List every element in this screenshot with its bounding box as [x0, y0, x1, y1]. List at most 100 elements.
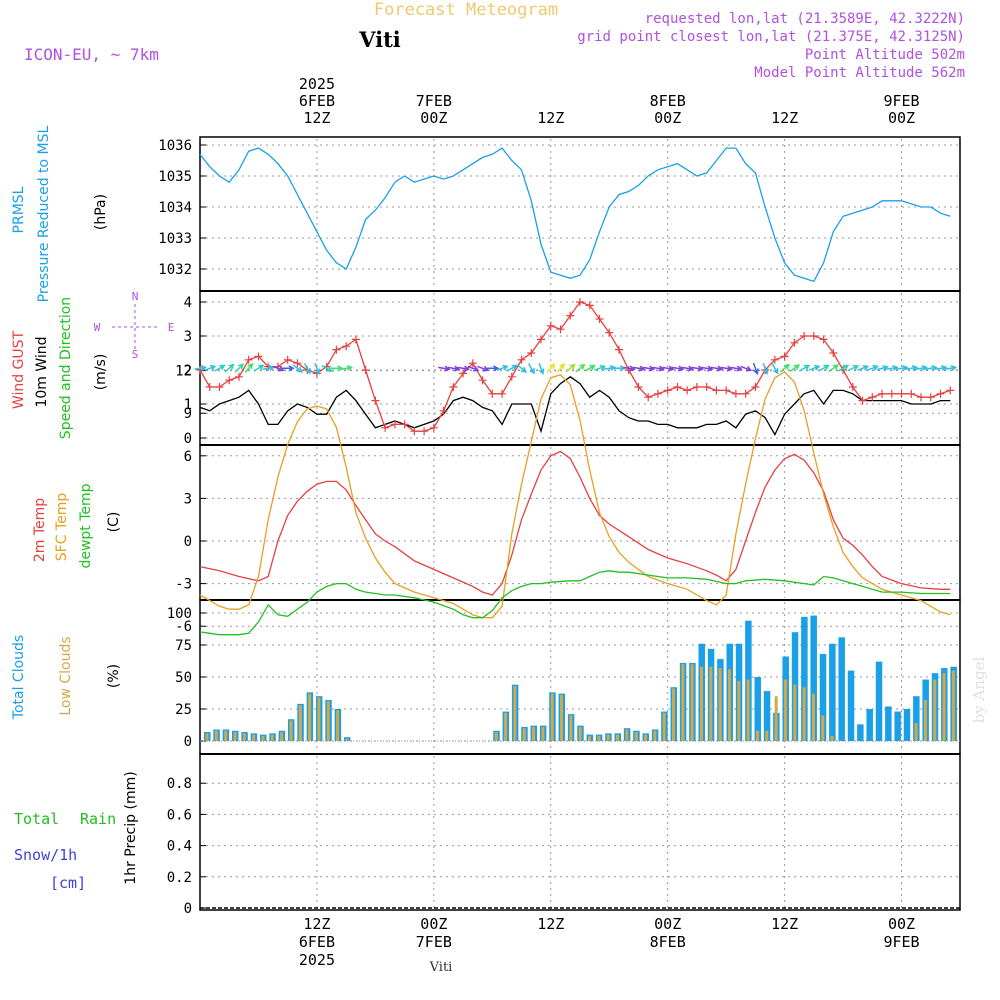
ytick-label-precip: 0	[184, 901, 192, 917]
wind-direction-arrow	[886, 365, 899, 372]
ytick-label-temp: 12	[175, 364, 192, 380]
wind-gust-point	[537, 335, 546, 344]
wind-gust-point	[897, 389, 906, 398]
wind-direction-arrow	[847, 364, 860, 372]
wind-gust-point	[439, 406, 448, 415]
wind-gust-point	[780, 352, 789, 361]
low-cloud-bar	[802, 687, 806, 741]
wind-direction-arrow	[905, 365, 919, 372]
wind-gust-point	[420, 427, 429, 436]
temp-sfc-line	[199, 371, 951, 619]
wind-direction-arrow	[194, 365, 207, 372]
wind-gust-point	[634, 383, 643, 391]
wind-gust-point	[254, 352, 263, 361]
compass-w: W	[94, 321, 101, 334]
low-cloud-bar	[653, 730, 657, 741]
wind-direction-arrow	[710, 365, 724, 372]
wind-gust-point	[283, 355, 292, 364]
wind-direction-arrow	[556, 362, 566, 373]
wind-direction-arrow	[623, 365, 636, 372]
ytick-label-clouds: 25	[175, 702, 192, 718]
legend-snow: Snow/1h	[14, 846, 77, 864]
low-cloud-bar	[205, 733, 209, 741]
ytick-label-clouds: 50	[175, 670, 192, 686]
compass-s: S	[132, 348, 139, 361]
wind-direction-arrow	[486, 365, 500, 372]
wind-gust-point	[488, 389, 497, 398]
ytick-label-precip: 0.6	[167, 807, 192, 823]
low-cloud-bar	[681, 664, 685, 741]
low-cloud-bar	[233, 732, 237, 741]
ylabel-prmsl: PRMSL	[11, 186, 27, 233]
wind-gust-point	[731, 389, 740, 398]
grid-lines	[200, 139, 960, 909]
compass-n: N	[132, 290, 139, 303]
wind-gust-point	[741, 389, 750, 398]
compass-e: E	[168, 321, 175, 334]
bottom-time-label: 7FEB	[416, 933, 452, 951]
axis-labels: 1032103310341035103601234-6-303691202550…	[158, 75, 919, 969]
bottom-time-label: 12Z	[537, 915, 564, 933]
wind-gust-point	[692, 383, 701, 391]
wind-gust-point	[819, 335, 828, 344]
ylabel-dewpt-temp: dewpt Temp	[78, 483, 94, 568]
wind-direction-arrow	[447, 365, 461, 372]
low-cloud-bar	[345, 738, 349, 741]
low-cloud-bar	[597, 735, 601, 741]
wind-gust-point	[712, 386, 721, 395]
ylabel-speed-direction: Speed and Direction	[58, 297, 74, 439]
wind-direction-arrow	[762, 362, 769, 375]
low-cloud-bar	[727, 669, 731, 741]
low-cloud-bar	[280, 732, 284, 741]
wind-direction-arrow	[944, 365, 958, 372]
wind-direction-arrow	[789, 364, 801, 373]
wind-direction-arrow	[467, 365, 480, 372]
bottom-time-label: 12Z	[303, 915, 330, 933]
low-cloud-bar	[690, 664, 694, 741]
wind-gust-point	[878, 389, 887, 398]
ytick-label-wind: 2	[184, 363, 192, 379]
wind-gust-point	[566, 311, 575, 320]
wind-gust-point	[644, 393, 653, 402]
wind-direction-arrow	[516, 364, 527, 373]
watermark: by Angel	[970, 656, 988, 723]
top-time-label: 00Z	[420, 109, 447, 127]
wind-gust-point	[770, 355, 779, 364]
footer-location: Viti	[429, 960, 453, 975]
low-cloud-bar	[261, 735, 265, 741]
low-cloud-bar	[737, 680, 741, 741]
low-cloud-bar	[811, 693, 815, 741]
low-cloud-bar	[504, 712, 508, 741]
wind-gust-point	[400, 420, 409, 429]
top-time-label: 12Z	[537, 109, 564, 127]
wind-direction-arrow	[457, 365, 471, 372]
low-cloud-bar	[699, 666, 703, 741]
wind-gust-point	[390, 420, 399, 429]
wind-gust-point	[663, 386, 672, 395]
wind-gust-point	[848, 383, 857, 391]
wind-direction-arrow	[876, 364, 889, 371]
ytick-label-clouds: 75	[175, 638, 192, 654]
low-cloud-bar	[588, 735, 592, 741]
low-cloud-bar	[541, 726, 545, 741]
bottom-time-label: 12Z	[771, 915, 798, 933]
wind-direction-arrow	[204, 364, 217, 371]
low-cloud-bar	[569, 715, 573, 741]
wind-direction-arrow	[303, 363, 311, 375]
wind-gust-point	[449, 383, 458, 391]
wind-gust-point	[683, 386, 692, 395]
wind-direction-arrow	[818, 364, 830, 372]
wind-direction-arrow	[771, 363, 779, 375]
bottom-time-label: 9FEB	[883, 933, 919, 951]
ytick-label-clouds: 100	[167, 606, 192, 622]
wind-direction-arrow	[828, 364, 840, 373]
total-cloud-bar	[847, 670, 855, 741]
compass-rose: W E N S	[94, 290, 175, 361]
wind-direction-arrow	[915, 365, 928, 372]
wind-direction-arrow	[565, 363, 576, 373]
wind-direction-arrow	[272, 365, 285, 372]
wind-gust-point	[829, 349, 838, 357]
low-cloud-bar	[522, 728, 526, 741]
ytick-label-precip: 0.8	[167, 776, 192, 792]
wind-direction-arrow	[234, 363, 244, 373]
